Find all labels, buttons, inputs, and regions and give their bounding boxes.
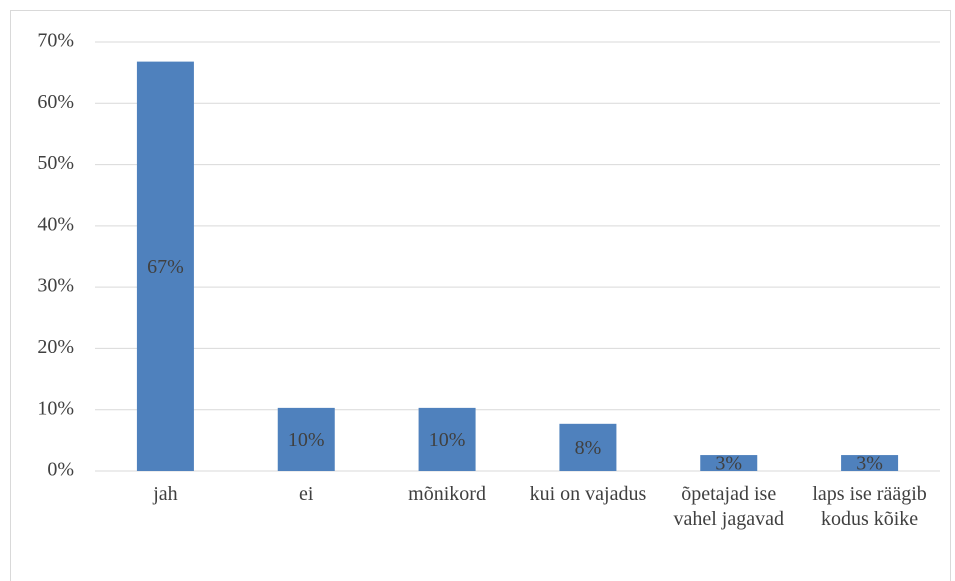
- bar: [841, 455, 899, 471]
- y-tick-label: 30%: [37, 275, 74, 297]
- y-tick-label: 40%: [37, 213, 74, 235]
- y-tick-label: 20%: [37, 336, 74, 358]
- value-label: 8%: [575, 437, 602, 459]
- x-tick-label: laps ise räägib kodus kõike: [812, 483, 927, 530]
- x-tick-label: kui on vajadus: [529, 483, 647, 505]
- y-tick-label: 10%: [37, 397, 74, 419]
- y-tick-label: 70%: [37, 30, 74, 52]
- bar: [559, 423, 617, 471]
- chart-frame: [10, 10, 951, 581]
- value-label: 10%: [288, 429, 325, 451]
- x-tick-label: mõnikord: [408, 483, 486, 505]
- value-label: 3%: [856, 453, 883, 475]
- value-label: 67%: [147, 256, 184, 278]
- bar: [277, 407, 335, 471]
- bar: [700, 455, 758, 471]
- y-tick-label: 0%: [47, 459, 74, 481]
- x-tick-label: õpetajad ise vahel jagavad: [673, 483, 784, 530]
- value-label: 3%: [715, 453, 742, 475]
- bar: [136, 61, 194, 472]
- x-tick-label: jah: [153, 483, 178, 505]
- y-tick-label: 60%: [37, 91, 74, 113]
- y-tick-label: 50%: [37, 152, 74, 174]
- value-label: 10%: [429, 429, 466, 451]
- x-tick-label: ei: [299, 483, 314, 505]
- bar: [418, 407, 476, 471]
